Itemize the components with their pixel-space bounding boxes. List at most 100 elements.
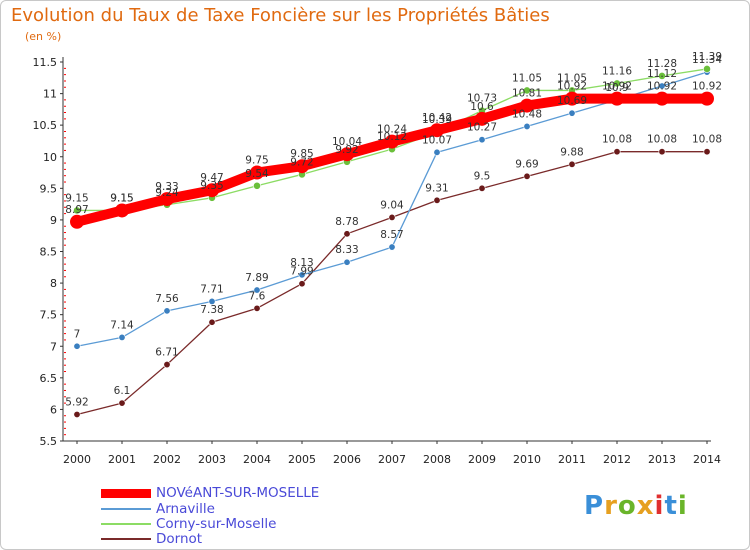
data-label-noveant: 10.92 — [602, 81, 632, 93]
data-point-arnaville — [523, 122, 531, 130]
data-point-dornot — [298, 280, 306, 288]
y-tick-label: 11 — [43, 88, 57, 101]
data-label-corny: 11.16 — [602, 65, 632, 77]
data-label-arnaville: 11.34 — [692, 54, 722, 66]
legend-label-noveant: NOVéANT-SUR-MOSELLE — [156, 485, 320, 501]
data-label-dornot: 10.08 — [692, 134, 722, 146]
data-point-dornot — [433, 196, 441, 204]
y-tick-label: 7.5 — [40, 309, 58, 322]
data-label-dornot: 6.71 — [155, 347, 178, 359]
data-point-arnaville — [118, 333, 126, 341]
data-point-arnaville — [478, 136, 486, 144]
data-label-noveant: 9.47 — [200, 172, 223, 184]
data-label-noveant: 10.92 — [557, 81, 587, 93]
x-tick-label: 2003 — [198, 453, 226, 466]
logo-letter: r — [604, 491, 618, 521]
x-tick-label: 2013 — [648, 453, 676, 466]
y-tick-label: 7 — [50, 340, 57, 353]
data-label-dornot: 9.69 — [515, 158, 538, 170]
data-label-noveant: 10.92 — [647, 81, 677, 93]
legend-swatch-dornot — [101, 538, 151, 540]
data-point-noveant — [205, 183, 219, 198]
data-label-noveant: 9.75 — [245, 155, 268, 167]
data-label-arnaville: 10.07 — [422, 134, 452, 146]
data-label-corny: 11.28 — [647, 58, 677, 70]
data-point-noveant — [340, 147, 354, 162]
data-point-dornot — [73, 410, 81, 418]
data-label-noveant: 8.97 — [65, 204, 88, 216]
x-tick-label: 2010 — [513, 453, 541, 466]
x-tick-label: 2005 — [288, 453, 316, 466]
data-label-arnaville: 10.69 — [557, 95, 587, 107]
logo-letter: t — [664, 491, 678, 521]
legend-swatch-noveant — [101, 489, 151, 498]
data-label-dornot: 10.08 — [647, 134, 677, 146]
x-tick-label: 2006 — [333, 453, 361, 466]
data-label-noveant: 10.24 — [377, 124, 407, 136]
data-point-dornot — [388, 213, 396, 221]
data-label-corny: 9.15 — [110, 192, 133, 204]
data-label-noveant: 10.42 — [422, 112, 452, 124]
data-point-dornot — [613, 148, 621, 156]
data-label-corny: 9.35 — [200, 180, 223, 192]
legend-label-dornot: Dornot — [156, 531, 203, 547]
x-tick-label: 2007 — [378, 453, 406, 466]
data-label-arnaville: 7.71 — [200, 283, 223, 295]
y-tick-label: 10 — [43, 151, 57, 164]
data-label-dornot: 5.92 — [65, 396, 88, 408]
y-tick-label: 10.5 — [33, 119, 58, 132]
unit-label: (en %) — [25, 30, 62, 43]
y-tick-label: 6 — [50, 403, 57, 416]
data-label-corny: 11.05 — [557, 72, 587, 84]
data-point-corny — [523, 86, 531, 95]
data-label-noveant: 9.15 — [110, 192, 133, 204]
data-label-dornot: 8.78 — [335, 216, 358, 228]
data-point-dornot — [253, 304, 261, 312]
x-tick-label: 2009 — [468, 453, 496, 466]
data-point-arnaville — [568, 109, 576, 117]
data-point-corny — [73, 206, 81, 215]
data-point-arnaville — [163, 307, 171, 315]
data-point-dornot — [523, 172, 531, 180]
data-point-arnaville — [343, 258, 351, 266]
data-point-arnaville — [208, 297, 216, 305]
data-label-noveant: 9.33 — [155, 181, 178, 193]
x-tick-label: 2002 — [153, 453, 181, 466]
data-label-arnaville: 10.48 — [512, 108, 542, 120]
data-point-noveant — [250, 165, 264, 180]
y-tick-label: 6.5 — [40, 372, 58, 385]
x-tick-label: 2011 — [558, 453, 586, 466]
data-point-noveant — [565, 91, 579, 106]
data-label-arnaville: 8.13 — [290, 257, 313, 269]
x-tick-label: 2004 — [243, 453, 271, 466]
data-label-corny: 9.15 — [65, 192, 88, 204]
data-label-noveant: 9.85 — [290, 148, 313, 160]
data-point-dornot — [478, 184, 486, 192]
data-point-noveant — [655, 91, 669, 106]
data-label-dornot: 7.6 — [249, 290, 266, 302]
data-point-noveant — [70, 214, 84, 229]
proxiti-logo: Proxiti — [584, 491, 688, 521]
data-point-dornot — [343, 230, 351, 238]
data-point-arnaville — [298, 271, 306, 279]
data-point-noveant — [610, 91, 624, 106]
y-tick-label: 8 — [50, 277, 57, 290]
data-point-arnaville — [658, 82, 666, 90]
data-label-noveant: 10.81 — [512, 88, 542, 100]
data-point-noveant — [160, 192, 174, 207]
data-label-arnaville: 7.14 — [110, 319, 134, 331]
data-label-arnaville: 8.57 — [380, 229, 403, 241]
data-point-dornot — [703, 148, 711, 156]
data-label-noveant: 10.04 — [332, 136, 362, 148]
data-label-arnaville: 10.27 — [467, 122, 497, 134]
x-tick-label: 2012 — [603, 453, 631, 466]
data-label-corny: 9.54 — [245, 168, 269, 180]
data-point-dornot — [658, 148, 666, 156]
data-label-dornot: 7.99 — [290, 266, 313, 278]
data-point-corny — [658, 71, 666, 80]
y-tick-label: 11.5 — [33, 56, 58, 69]
data-label-corny: 10.12 — [377, 131, 407, 143]
logo-letter: i — [654, 491, 665, 521]
x-tick-label: 2000 — [63, 453, 91, 466]
